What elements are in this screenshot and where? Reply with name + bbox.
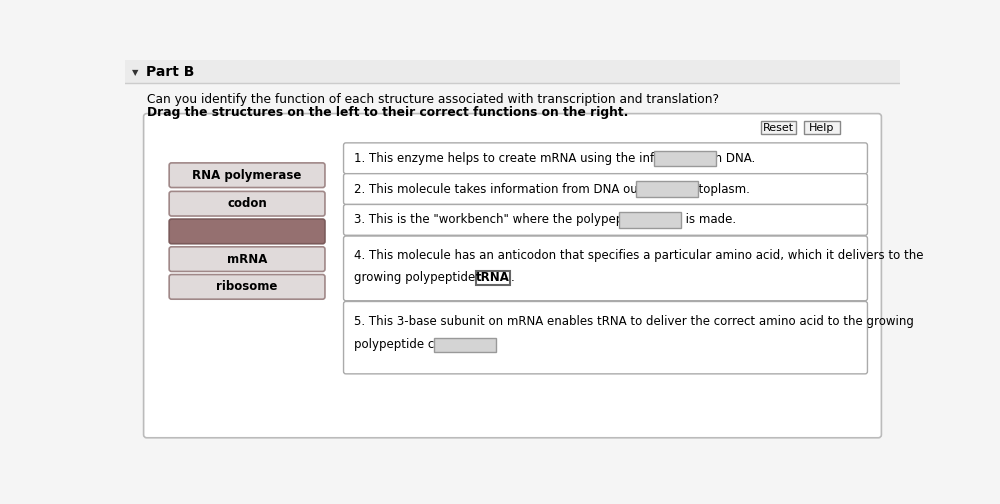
Text: codon: codon: [227, 197, 267, 210]
FancyBboxPatch shape: [344, 236, 867, 301]
FancyBboxPatch shape: [619, 212, 681, 228]
Text: 5. This 3-base subunit on mRNA enables tRNA to deliver the correct amino acid to: 5. This 3-base subunit on mRNA enables t…: [354, 314, 914, 328]
Text: ▼: ▼: [132, 68, 138, 77]
Text: mRNA: mRNA: [227, 253, 267, 266]
FancyBboxPatch shape: [344, 174, 867, 205]
FancyBboxPatch shape: [169, 219, 325, 244]
Text: Part B: Part B: [146, 65, 194, 79]
FancyBboxPatch shape: [761, 121, 796, 135]
FancyBboxPatch shape: [434, 338, 496, 352]
FancyBboxPatch shape: [476, 271, 510, 285]
Text: RNA polymerase: RNA polymerase: [192, 169, 302, 182]
FancyBboxPatch shape: [344, 205, 867, 235]
Text: 4. This molecule has an anticodon that specifies a particular amino acid, which : 4. This molecule has an anticodon that s…: [354, 249, 923, 262]
Text: growing polypeptide chain.: growing polypeptide chain.: [354, 271, 514, 284]
FancyBboxPatch shape: [144, 113, 881, 438]
Text: polypeptide chain.: polypeptide chain.: [354, 338, 463, 351]
FancyBboxPatch shape: [169, 163, 325, 187]
Text: Drag the structures on the left to their correct functions on the right.: Drag the structures on the left to their…: [147, 106, 628, 119]
FancyBboxPatch shape: [654, 151, 716, 166]
FancyBboxPatch shape: [636, 181, 698, 197]
FancyBboxPatch shape: [169, 275, 325, 299]
Text: 1. This enzyme helps to create mRNA using the information in DNA.: 1. This enzyme helps to create mRNA usin…: [354, 152, 755, 165]
Text: tRNA: tRNA: [476, 271, 510, 284]
Text: Reset: Reset: [763, 123, 794, 133]
FancyBboxPatch shape: [344, 143, 867, 174]
Text: 3. This is the "workbench" where the polypeptide chain is made.: 3. This is the "workbench" where the pol…: [354, 213, 736, 226]
Text: ribosome: ribosome: [216, 280, 278, 293]
FancyBboxPatch shape: [344, 301, 867, 374]
Text: Help: Help: [809, 123, 834, 133]
FancyBboxPatch shape: [169, 247, 325, 272]
Bar: [125, 60, 900, 83]
Text: Can you identify the function of each structure associated with transcription an: Can you identify the function of each st…: [147, 93, 719, 106]
FancyBboxPatch shape: [169, 192, 325, 216]
Text: 2. This molecule takes information from DNA out to the cytoplasm.: 2. This molecule takes information from …: [354, 182, 750, 196]
FancyBboxPatch shape: [804, 121, 840, 135]
